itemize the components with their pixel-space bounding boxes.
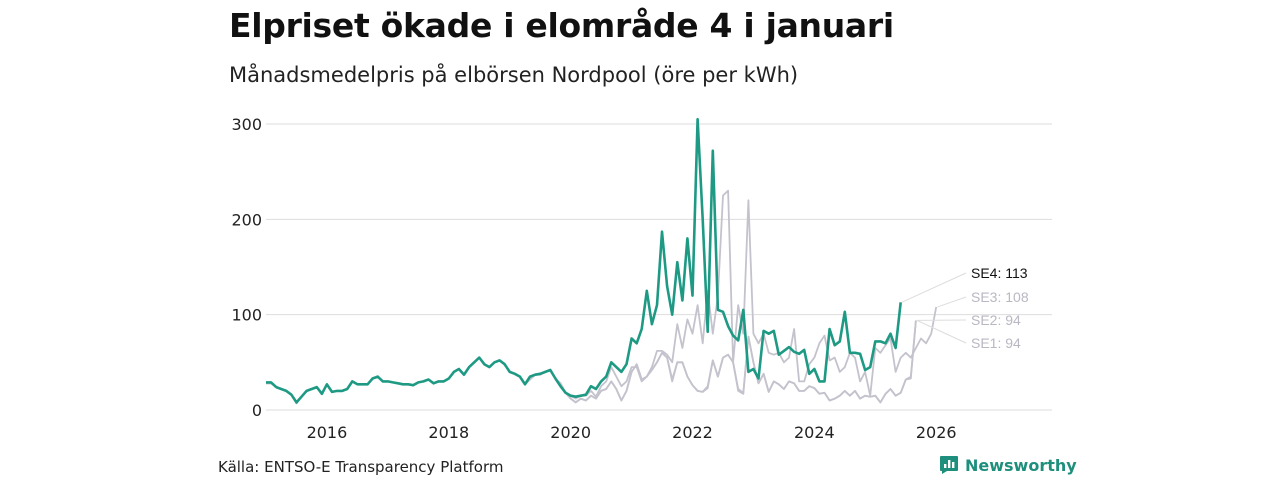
chart-area: 0 100 200 300 2016 2018 2020 2022 2024 2026 SE1: …: [231, 115, 1052, 442]
chart-title: Elpriset ökade i elområde 4 i januari: [229, 6, 894, 45]
x-tick-label-2024: 2024: [794, 423, 835, 442]
series-layer: [266, 117, 938, 405]
y-tick-label-100: 100: [231, 306, 262, 325]
bar-chart-logo-icon: [940, 456, 958, 474]
series-label-connector-se1: [916, 319, 967, 344]
label-layer: SE1: 94 SE2: 94 SE3: 108 SE4: 113: [901, 265, 1029, 351]
series-end-label-se3: SE3: 108: [971, 289, 1029, 305]
x-tick-label-2016: 2016: [307, 423, 348, 442]
x-tick-label-2020: 2020: [550, 423, 591, 442]
y-tick-label-200: 200: [231, 210, 262, 229]
x-tick-label-2026: 2026: [916, 423, 957, 442]
x-tick-label-2022: 2022: [672, 423, 713, 442]
series-end-label-se2: SE2: 94: [971, 312, 1021, 328]
y-tick-label-300: 300: [231, 115, 262, 134]
brand-name: Newsworthy: [965, 455, 1077, 475]
y-tick-label-0: 0: [252, 401, 262, 420]
source-note: Källa: ENTSO-E Transparency Platform: [218, 458, 504, 476]
series-line-se4: [266, 117, 902, 404]
chart-subtitle: Månadsmedelpris på elbörsen Nordpool (ör…: [229, 63, 799, 87]
x-tick-label-2018: 2018: [428, 423, 469, 442]
series-end-label-se1: SE1: 94: [971, 335, 1021, 351]
axis-layer: 0 100 200 300 2016 2018 2020 2022 2024 2026: [231, 115, 956, 442]
series-label-connector-se4: [901, 272, 967, 303]
series-label-connector-se3: [937, 296, 967, 308]
brand-logo[interactable]: Newsworthy: [939, 455, 1077, 475]
grid-layer: [266, 123, 1052, 411]
series-line-se3: [266, 189, 938, 404]
series-end-label-se4: SE4: 113: [971, 265, 1028, 281]
